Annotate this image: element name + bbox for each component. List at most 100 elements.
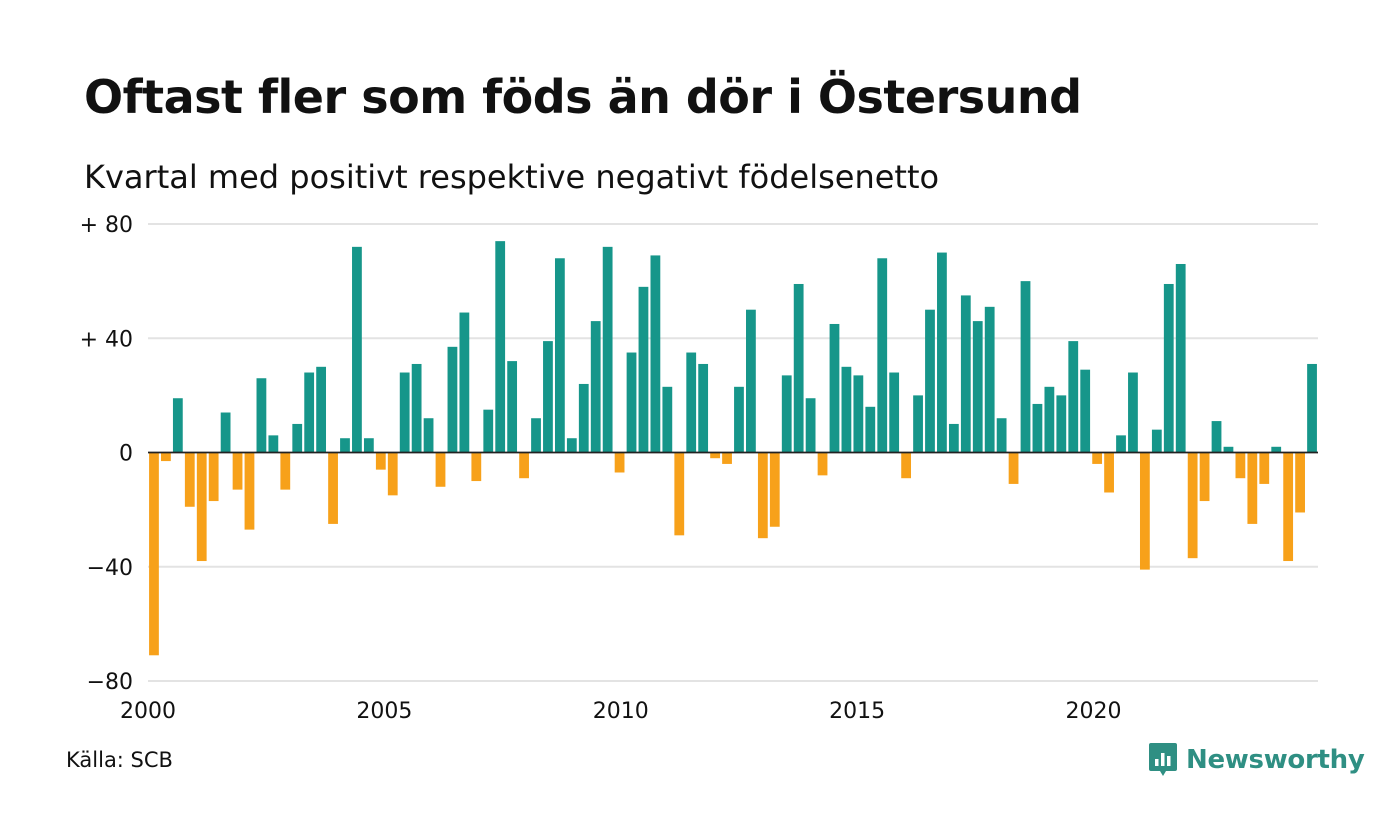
bar-2009K3	[602, 246, 613, 453]
bar-2019K2	[1068, 341, 1079, 453]
bar-2001K2	[208, 452, 219, 502]
bar-2002K3	[268, 435, 279, 453]
bar-2000K1	[149, 452, 159, 656]
bar-2005K3	[411, 363, 422, 453]
bar-2004K1	[340, 438, 350, 453]
bar-2003K4	[328, 452, 338, 524]
bar-2001K3	[220, 412, 231, 453]
bar-2014K4	[853, 375, 864, 453]
x-tick-label: 2015	[829, 699, 885, 724]
bar-2010K4	[662, 386, 673, 453]
bar-2023K1	[1247, 452, 1258, 524]
bar-2017K4	[996, 418, 1007, 453]
bar-2021K3	[1175, 263, 1186, 453]
bar-2016K4	[948, 423, 959, 453]
chart-title: Oftast fler som föds än dör i Östersund	[84, 70, 1082, 124]
bar-2015K1	[865, 406, 876, 453]
y-tick-label: + 80	[80, 213, 133, 238]
y-tick-label: −40	[87, 556, 133, 581]
grid-lines	[148, 223, 1318, 682]
bar-2011K2	[686, 352, 697, 453]
bar-2014K2	[829, 323, 840, 453]
bar-2013K3	[793, 283, 804, 453]
bar-2022K2	[1211, 421, 1222, 453]
bar-2023K3	[1271, 446, 1282, 453]
axes: + 80 + 40 0 −40 −80 2000 2005 2010 2015 2020	[80, 213, 1318, 724]
newsworthy-logo-icon	[1149, 743, 1177, 776]
bar-2000K3	[172, 398, 183, 453]
bar-2006K4	[471, 452, 482, 482]
bar-2014K1	[817, 452, 828, 476]
y-tick-label: −80	[87, 670, 133, 695]
bar-2005K2	[399, 372, 410, 453]
bar-2004K2	[352, 246, 362, 453]
bar-2020K2	[1116, 435, 1126, 453]
bar-2018K2	[1020, 281, 1031, 453]
bar-2002K4	[280, 452, 291, 490]
brand-logo[interactable]: Newsworthy	[1148, 742, 1365, 778]
bar-2024K1	[1295, 452, 1305, 513]
bar-2016K3	[937, 252, 947, 453]
bar-2022K4	[1235, 452, 1246, 479]
bar-2012K1	[722, 452, 732, 464]
bar-2022K1	[1199, 452, 1210, 502]
bar-2005K1	[387, 452, 398, 496]
bar-2015K3	[889, 372, 900, 453]
bar-2005K4	[423, 418, 434, 453]
bar-2006K2	[447, 346, 458, 453]
bar-2017K2	[972, 321, 983, 453]
bar-2023K4	[1283, 452, 1294, 562]
bar-2012K2	[734, 386, 744, 453]
bar-2001K1	[196, 452, 207, 562]
bar-2008K1	[531, 418, 541, 453]
source-note: Källa: SCB	[66, 748, 173, 772]
bar-2018K3	[1032, 403, 1043, 453]
bar-2011K4	[710, 452, 720, 459]
bar-2022K3	[1223, 446, 1234, 453]
bar-2013K4	[805, 398, 816, 453]
bar-2021K1	[1151, 429, 1162, 453]
bar-2007K3	[507, 361, 518, 453]
bar-2010K2	[638, 286, 649, 453]
y-tick-label: 0	[119, 442, 133, 467]
bar-2019K3	[1080, 369, 1091, 453]
bar-2015K4	[901, 452, 912, 479]
bar-2013K2	[781, 375, 792, 453]
bar-2006K3	[459, 312, 470, 453]
x-tick-label: 2020	[1065, 699, 1121, 724]
x-tick-label: 2005	[356, 699, 412, 724]
bar-2011K3	[698, 363, 709, 453]
bar-2018K4	[1044, 386, 1055, 453]
bar-2010K1	[626, 352, 637, 453]
y-tick-label: + 40	[80, 327, 133, 352]
bar-2000K2	[161, 452, 171, 462]
bar-2014K3	[841, 366, 852, 453]
bar-2023K2	[1259, 452, 1270, 484]
bars	[148, 241, 1318, 656]
bar-2002K2	[256, 378, 267, 453]
x-tick-label: 2000	[120, 699, 176, 724]
x-tick-label: 2010	[593, 699, 649, 724]
bar-2020K4	[1139, 452, 1150, 570]
bar-2021K2	[1163, 283, 1174, 453]
bar-2008K4	[566, 438, 577, 453]
bar-2010K3	[650, 255, 661, 453]
bar-2019K1	[1056, 395, 1067, 453]
bar-2000K4	[184, 452, 195, 507]
bar-2007K2	[495, 241, 506, 453]
bar-2013K1	[769, 452, 780, 527]
bar-2024K2	[1307, 363, 1317, 453]
bar-2018K1	[1008, 452, 1019, 484]
bar-2001K4	[232, 452, 243, 490]
bar-2009K2	[590, 321, 601, 453]
bar-2021K4	[1187, 452, 1198, 559]
bar-2016K2	[925, 309, 935, 453]
bar-2008K3	[554, 258, 565, 453]
bar-2007K1	[483, 409, 494, 453]
bar-2009K1	[578, 383, 589, 453]
bar-2020K3	[1128, 372, 1138, 453]
bar-2003K3	[316, 366, 327, 453]
bar-2006K1	[435, 452, 446, 487]
bar-2003K2	[304, 372, 315, 453]
